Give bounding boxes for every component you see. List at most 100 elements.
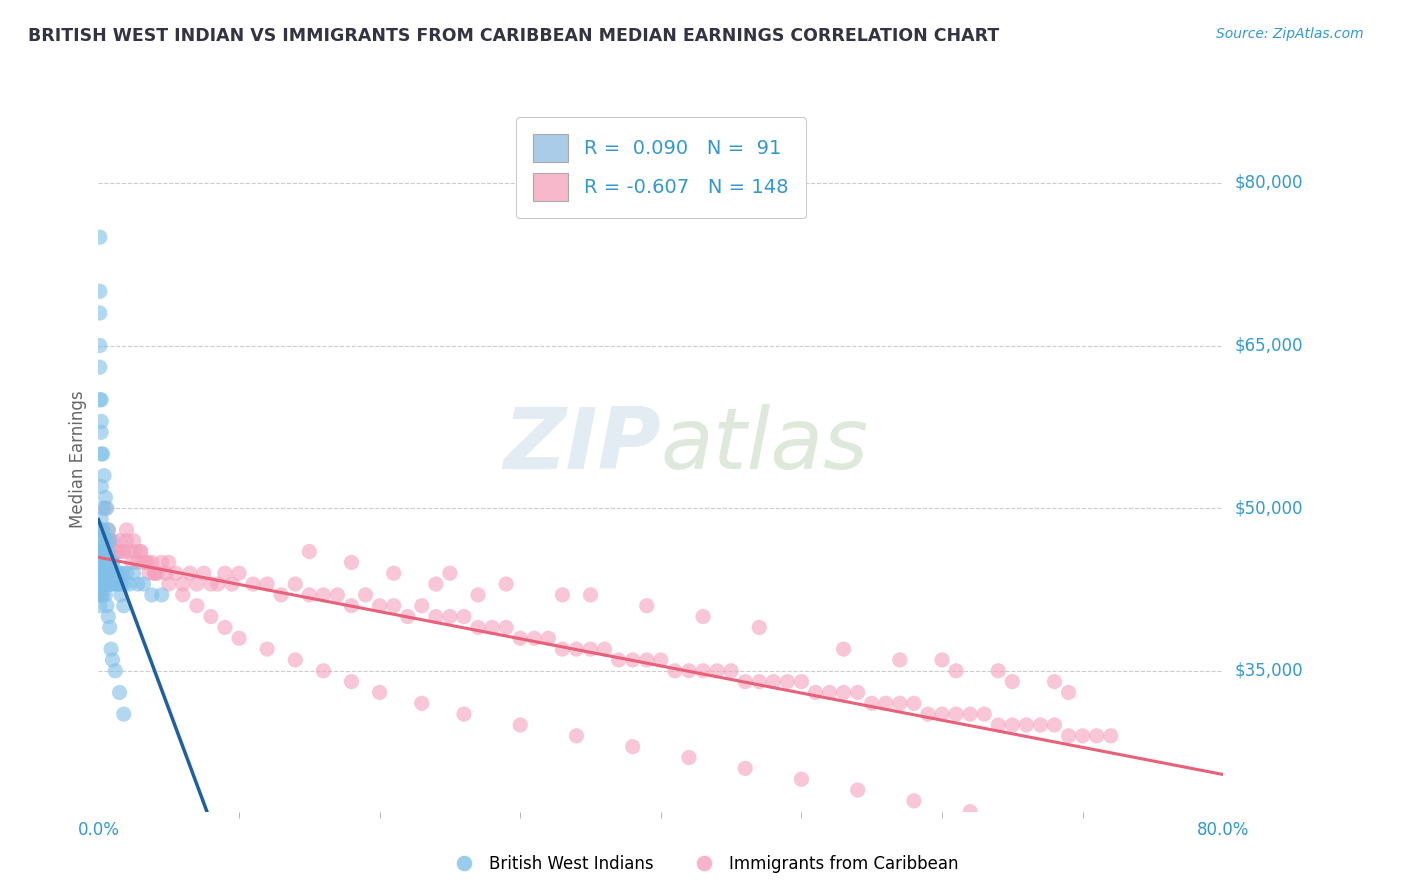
Point: [97, 609, 120, 624]
Point: [354, 588, 377, 602]
Point: [734, 761, 756, 775]
Point: [108, 685, 131, 699]
Point: [551, 642, 574, 657]
Point: [89, 306, 111, 320]
Point: [256, 577, 278, 591]
Point: [228, 566, 250, 581]
Point: [96, 577, 118, 591]
Point: [107, 577, 129, 591]
Point: [94, 577, 117, 591]
Point: [396, 609, 419, 624]
Point: [90, 425, 112, 440]
Point: [312, 664, 335, 678]
Y-axis label: Median Earnings: Median Earnings: [69, 391, 87, 528]
Point: [93, 468, 115, 483]
Point: [678, 664, 700, 678]
Point: [636, 599, 658, 613]
Point: [96, 533, 118, 548]
Point: [105, 566, 128, 581]
Point: [101, 555, 124, 569]
Point: [734, 674, 756, 689]
Point: [124, 544, 146, 558]
Point: [135, 555, 157, 569]
Point: [90, 512, 112, 526]
Point: [155, 566, 177, 581]
Point: [818, 685, 841, 699]
Point: [481, 620, 503, 634]
Point: [89, 599, 111, 613]
Point: [101, 533, 124, 548]
Point: [411, 599, 433, 613]
Point: [228, 632, 250, 646]
Point: [104, 664, 127, 678]
Point: [98, 533, 121, 548]
Point: [706, 664, 728, 678]
Point: [565, 729, 588, 743]
Point: [340, 599, 363, 613]
Point: [1015, 718, 1038, 732]
Point: [90, 566, 112, 581]
Text: ZIP: ZIP: [503, 404, 661, 487]
Point: [607, 653, 630, 667]
Point: [284, 653, 307, 667]
Point: [172, 577, 194, 591]
Point: [242, 577, 264, 591]
Point: [91, 523, 114, 537]
Point: [150, 555, 173, 569]
Point: [98, 620, 121, 634]
Point: [90, 577, 112, 591]
Point: [1043, 674, 1066, 689]
Point: [89, 544, 111, 558]
Point: [94, 501, 117, 516]
Point: [790, 772, 813, 787]
Point: [104, 577, 127, 591]
Legend: R =  0.090   N =  91, R = -0.607   N = 148: R = 0.090 N = 91, R = -0.607 N = 148: [516, 117, 806, 219]
Point: [762, 674, 785, 689]
Point: [284, 577, 307, 591]
Point: [127, 577, 149, 591]
Point: [90, 533, 112, 548]
Point: [90, 544, 112, 558]
Point: [298, 544, 321, 558]
Point: [875, 696, 897, 710]
Point: [664, 664, 686, 678]
Point: [98, 533, 121, 548]
Point: [118, 544, 141, 558]
Point: [453, 609, 475, 624]
Point: [200, 577, 222, 591]
Point: [100, 566, 122, 581]
Point: [453, 707, 475, 722]
Point: [467, 620, 489, 634]
Point: [111, 566, 134, 581]
Point: [97, 523, 120, 537]
Point: [1057, 729, 1080, 743]
Point: [132, 577, 155, 591]
Point: [207, 577, 229, 591]
Point: [89, 230, 111, 244]
Point: [509, 632, 531, 646]
Point: [97, 523, 120, 537]
Point: [200, 609, 222, 624]
Point: [776, 674, 799, 689]
Text: atlas: atlas: [661, 404, 869, 487]
Point: [931, 653, 953, 667]
Point: [129, 544, 152, 558]
Point: [692, 664, 714, 678]
Point: [221, 577, 243, 591]
Point: [89, 588, 111, 602]
Point: [157, 555, 180, 569]
Point: [945, 664, 967, 678]
Point: [1001, 718, 1024, 732]
Point: [382, 566, 405, 581]
Point: [112, 599, 135, 613]
Point: [89, 577, 111, 591]
Point: [98, 555, 121, 569]
Point: [368, 685, 391, 699]
Point: [96, 599, 118, 613]
Point: [91, 566, 114, 581]
Point: [112, 577, 135, 591]
Point: [495, 577, 517, 591]
Point: [860, 696, 883, 710]
Point: [495, 620, 517, 634]
Point: [97, 566, 120, 581]
